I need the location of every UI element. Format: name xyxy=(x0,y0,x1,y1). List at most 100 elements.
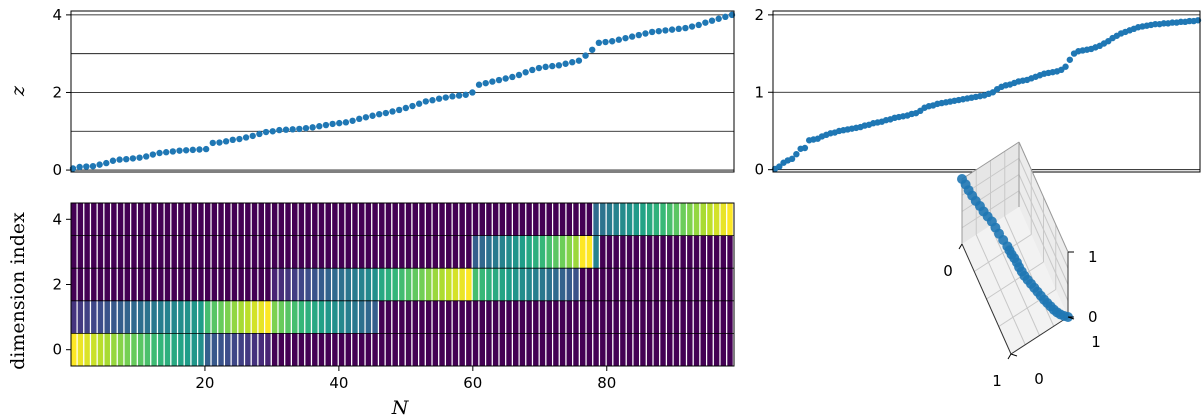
heatmap-cell xyxy=(278,235,285,269)
heatmap-cell xyxy=(606,268,613,301)
heatmap-cell xyxy=(124,268,131,301)
heatmap-cell xyxy=(553,300,559,334)
data-point xyxy=(489,78,496,85)
data-point xyxy=(96,161,103,168)
y-tick-label: 2 xyxy=(52,276,62,294)
data-point xyxy=(182,147,190,154)
heatmap-cell xyxy=(700,300,707,334)
heatmap-cell xyxy=(338,300,345,334)
data-point xyxy=(1066,56,1074,63)
heatmap-cell xyxy=(713,203,720,236)
heatmap-cell xyxy=(352,333,358,366)
heatmap-cell xyxy=(412,333,419,366)
heatmap-cell xyxy=(673,203,680,236)
heatmap-cell xyxy=(586,203,593,236)
heatmap-cell xyxy=(91,333,97,366)
heatmap-cell xyxy=(479,300,486,334)
heatmap-cell xyxy=(91,235,97,269)
heatmap-cell xyxy=(553,333,559,366)
heatmap-cell xyxy=(245,333,251,366)
heatmap-cell xyxy=(77,268,84,301)
heatmap-cell xyxy=(271,333,278,366)
heatmap-cell xyxy=(499,300,506,334)
heatmap-cell xyxy=(158,268,164,301)
heatmap-cell xyxy=(680,268,686,301)
heatmap-cell xyxy=(519,300,526,334)
data-point xyxy=(76,163,83,171)
heatmap-cell xyxy=(486,300,492,334)
heatmap-cell xyxy=(365,333,372,366)
heatmap-cell xyxy=(673,333,680,366)
data-point xyxy=(555,62,563,69)
heatmap-cell xyxy=(358,203,365,236)
heatmap-cell xyxy=(452,203,459,236)
cube-box xyxy=(961,141,1069,355)
data-point xyxy=(269,128,276,135)
heatmap-cell xyxy=(492,203,499,236)
heatmap-cell xyxy=(640,300,646,334)
heatmap-cell xyxy=(466,333,472,366)
heatmap-cell xyxy=(707,203,713,236)
data-point xyxy=(569,59,576,66)
x-tick-label: 40 xyxy=(329,374,348,392)
heatmap-cell xyxy=(713,268,720,301)
heatmap-cell xyxy=(446,300,452,334)
heatmap-cell xyxy=(231,203,238,236)
heatmap-cell xyxy=(399,235,405,269)
heatmap-cell xyxy=(600,203,606,236)
heatmap-cell xyxy=(111,300,117,334)
heatmap-cell xyxy=(432,333,439,366)
heatmap-cell xyxy=(653,300,660,334)
heatmap-cell xyxy=(198,203,204,236)
data-point xyxy=(509,73,516,81)
scatter-points xyxy=(69,11,736,172)
heatmap-cell xyxy=(211,300,218,334)
heatmap-cell xyxy=(405,268,412,301)
data-point xyxy=(575,57,583,64)
heatmap-cell xyxy=(365,268,372,301)
heatmap-cell xyxy=(606,235,613,269)
heatmap-cell xyxy=(292,300,298,334)
data-point xyxy=(209,139,216,147)
heatmap-cell xyxy=(325,300,331,334)
heatmap-cell xyxy=(533,203,539,236)
heatmap-cell xyxy=(104,333,110,366)
heatmap-cell xyxy=(198,333,204,366)
heatmap-cell xyxy=(365,300,372,334)
heatmap-cell xyxy=(646,235,653,269)
heatmap-cell xyxy=(171,333,177,366)
heatmap-cell xyxy=(131,268,137,301)
heatmap-cell xyxy=(566,203,573,236)
heatmap-cell xyxy=(519,203,526,236)
heatmap-cell xyxy=(405,300,412,334)
heatmap-cell xyxy=(305,300,311,334)
heatmap-cell xyxy=(271,203,278,236)
y-axis-line xyxy=(1010,316,1069,355)
data-point xyxy=(529,66,536,74)
heatmap-cell xyxy=(579,300,586,334)
heatmap-cell xyxy=(372,300,378,334)
heatmap-cell xyxy=(506,235,512,269)
y-tick-mark xyxy=(1010,353,1018,357)
heatmap-cell xyxy=(546,300,552,334)
heatmap-cell xyxy=(211,333,218,366)
heatmap-cell xyxy=(660,235,666,269)
heatmap-cell xyxy=(399,203,405,236)
heatmap-cell xyxy=(379,235,385,269)
heatmap-cell xyxy=(265,268,271,301)
heatmap-cell xyxy=(204,203,211,236)
data-point xyxy=(123,155,130,163)
heatmap-cell xyxy=(600,235,606,269)
data-point xyxy=(442,94,449,101)
data-point xyxy=(402,104,410,112)
grid-line xyxy=(1018,158,1069,269)
heatmap-cell xyxy=(77,333,84,366)
data-point xyxy=(688,23,696,30)
heatmap-cell xyxy=(573,235,579,269)
y-tick-label: 0 xyxy=(1034,370,1044,388)
heatmap-cell xyxy=(620,235,626,269)
x-axis-label: N xyxy=(391,397,410,419)
heatmap-cell xyxy=(151,203,157,236)
data-point xyxy=(475,81,483,88)
heatmap-cell xyxy=(546,235,552,269)
